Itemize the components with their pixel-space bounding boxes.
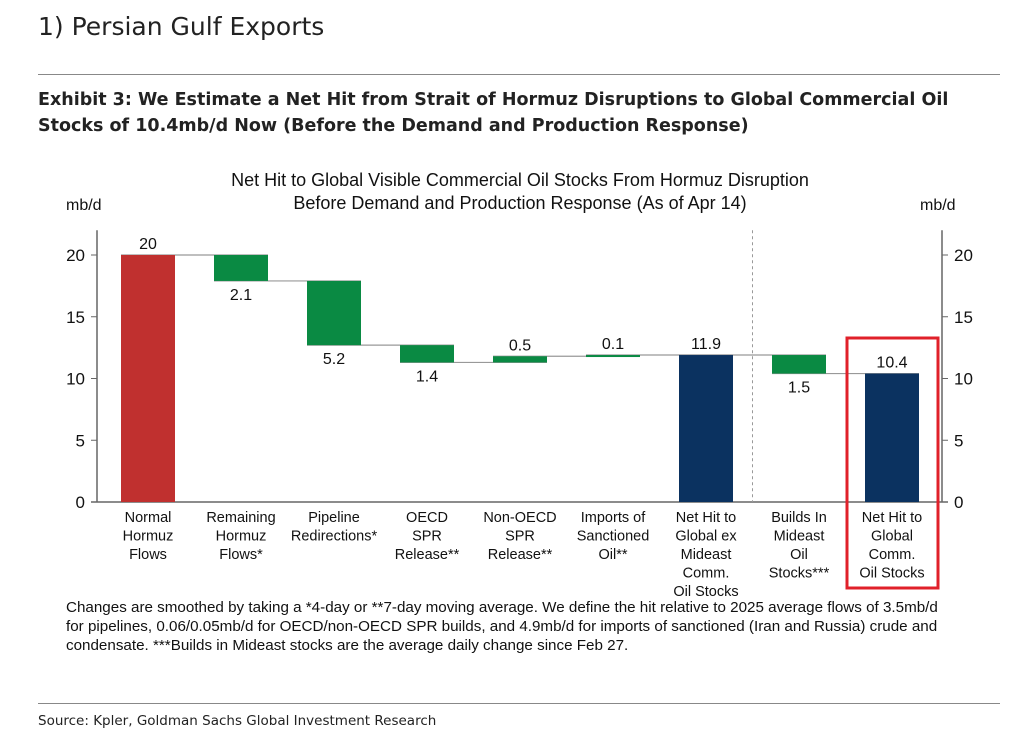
category-label: Oil Stocks	[859, 566, 924, 582]
data-label: 1.5	[788, 380, 810, 397]
y-axis-label-right: mb/d	[920, 197, 956, 214]
category-label: Global ex	[675, 529, 737, 545]
category-label: Oil**	[598, 547, 627, 563]
data-label: 0.5	[509, 337, 531, 354]
category-label: Oil	[790, 547, 808, 563]
bottom-divider	[38, 703, 1000, 704]
category-label: Normal	[125, 510, 172, 526]
category-label: Comm.	[683, 566, 730, 582]
bar-total	[679, 355, 733, 502]
category-label: Sanctioned	[577, 529, 650, 545]
section-title: 1) Persian Gulf Exports	[38, 12, 325, 41]
category-label: Mideast	[774, 529, 825, 545]
bar-change	[214, 255, 268, 281]
data-label: 5.2	[323, 351, 345, 368]
bar-change	[400, 345, 454, 363]
category-label: SPR	[412, 529, 442, 545]
category-label: Builds In	[771, 510, 827, 526]
y-tick-label-right: 15	[954, 308, 973, 327]
bar-change	[307, 280, 361, 346]
highlight-box	[845, 336, 940, 590]
y-tick-label-left: 15	[66, 308, 85, 327]
category-label: Comm.	[869, 547, 916, 563]
category-label: Net Hit to	[676, 510, 736, 526]
bar-change	[772, 355, 826, 374]
category-label: Hormuz	[216, 529, 267, 545]
data-label: 20	[139, 236, 157, 253]
category-label: Global	[871, 529, 913, 545]
top-divider	[38, 74, 1000, 75]
y-tick-label-right: 20	[954, 246, 973, 265]
y-tick-label-left: 10	[66, 370, 85, 389]
category-label: Hormuz	[123, 529, 174, 545]
y-tick-label-right: 10	[954, 370, 973, 389]
y-tick-label-left: 0	[76, 493, 85, 512]
y-axis-label-left: mb/d	[66, 197, 102, 214]
category-label: Non-OECD	[483, 510, 556, 526]
category-label: Stocks***	[769, 566, 830, 582]
category-label: SPR	[505, 529, 535, 545]
bar-change	[586, 355, 640, 358]
y-tick-label-right: 0	[954, 493, 963, 512]
category-label: Pipeline	[308, 510, 360, 526]
data-label: 1.4	[416, 368, 438, 385]
data-label: 0.1	[602, 336, 624, 353]
waterfall-chart: Net Hit to Global Visible Commercial Oil…	[66, 170, 973, 600]
category-label: Remaining	[206, 510, 275, 526]
category-label: Oil Stocks	[673, 584, 738, 600]
category-label: Release**	[395, 547, 460, 563]
source-note: Source: Kpler, Goldman Sachs Global Inve…	[38, 713, 437, 729]
exhibit-title: Exhibit 3: We Estimate a Net Hit from St…	[38, 90, 949, 136]
category-label: Release**	[488, 547, 553, 563]
data-label: 11.9	[691, 336, 721, 353]
category-label: OECD	[406, 510, 448, 526]
category-label: Imports of	[581, 510, 646, 526]
chart-title-line: Net Hit to Global Visible Commercial Oil…	[231, 170, 809, 190]
chart-title-line: Before Demand and Production Response (A…	[293, 193, 746, 213]
bar-total	[865, 373, 919, 502]
category-label: Flows*	[219, 547, 263, 563]
y-tick-label-right: 5	[954, 431, 963, 450]
category-label: Redirections*	[291, 529, 378, 545]
bar-change	[493, 356, 547, 363]
data-label: 10.4	[876, 355, 907, 372]
bar-start	[121, 255, 175, 502]
y-tick-label-left: 5	[76, 431, 85, 450]
data-label: 2.1	[230, 287, 252, 304]
category-label: Mideast	[681, 547, 732, 563]
chart-footnote: Changes are smoothed by taking a *4-day …	[66, 599, 938, 654]
category-label: Flows	[129, 547, 167, 563]
y-tick-label-left: 20	[66, 246, 85, 265]
category-label: Net Hit to	[862, 510, 922, 526]
